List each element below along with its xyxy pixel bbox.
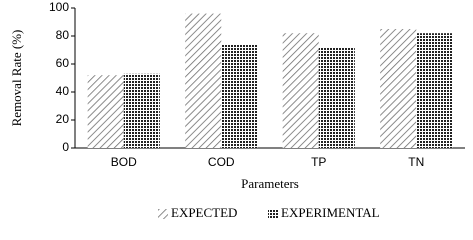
bar	[221, 44, 258, 148]
bar	[282, 33, 319, 149]
y-tick-label: 20	[56, 112, 70, 126]
x-tick-label: TN	[408, 155, 424, 169]
bar	[380, 29, 417, 148]
bar	[123, 73, 160, 148]
y-tick-label: 60	[56, 56, 70, 70]
bar	[416, 33, 453, 149]
legend-label: EXPERIMENTAL	[281, 205, 380, 220]
bar	[87, 75, 124, 148]
x-tick-label: COD	[208, 155, 235, 169]
chart: Removal Rate (%) Parameters 0 20 40 60 80 100…	[9, 0, 465, 220]
bar	[185, 13, 222, 148]
y-tick-label: 80	[56, 28, 70, 42]
legend-swatch	[268, 209, 278, 219]
y-tick-label: 40	[56, 84, 70, 98]
bar	[318, 47, 355, 149]
legend-swatch	[158, 209, 168, 219]
x-axis-title: Parameters	[241, 176, 299, 191]
x-tick-label: TP	[311, 155, 326, 169]
x-tick-label: BOD	[111, 155, 137, 169]
y-tick-label: 0	[62, 140, 69, 154]
legend-label: EXPECTED	[171, 205, 237, 220]
y-axis-title: Removal Rate (%)	[9, 30, 24, 127]
y-tick-label: 100	[49, 0, 69, 14]
